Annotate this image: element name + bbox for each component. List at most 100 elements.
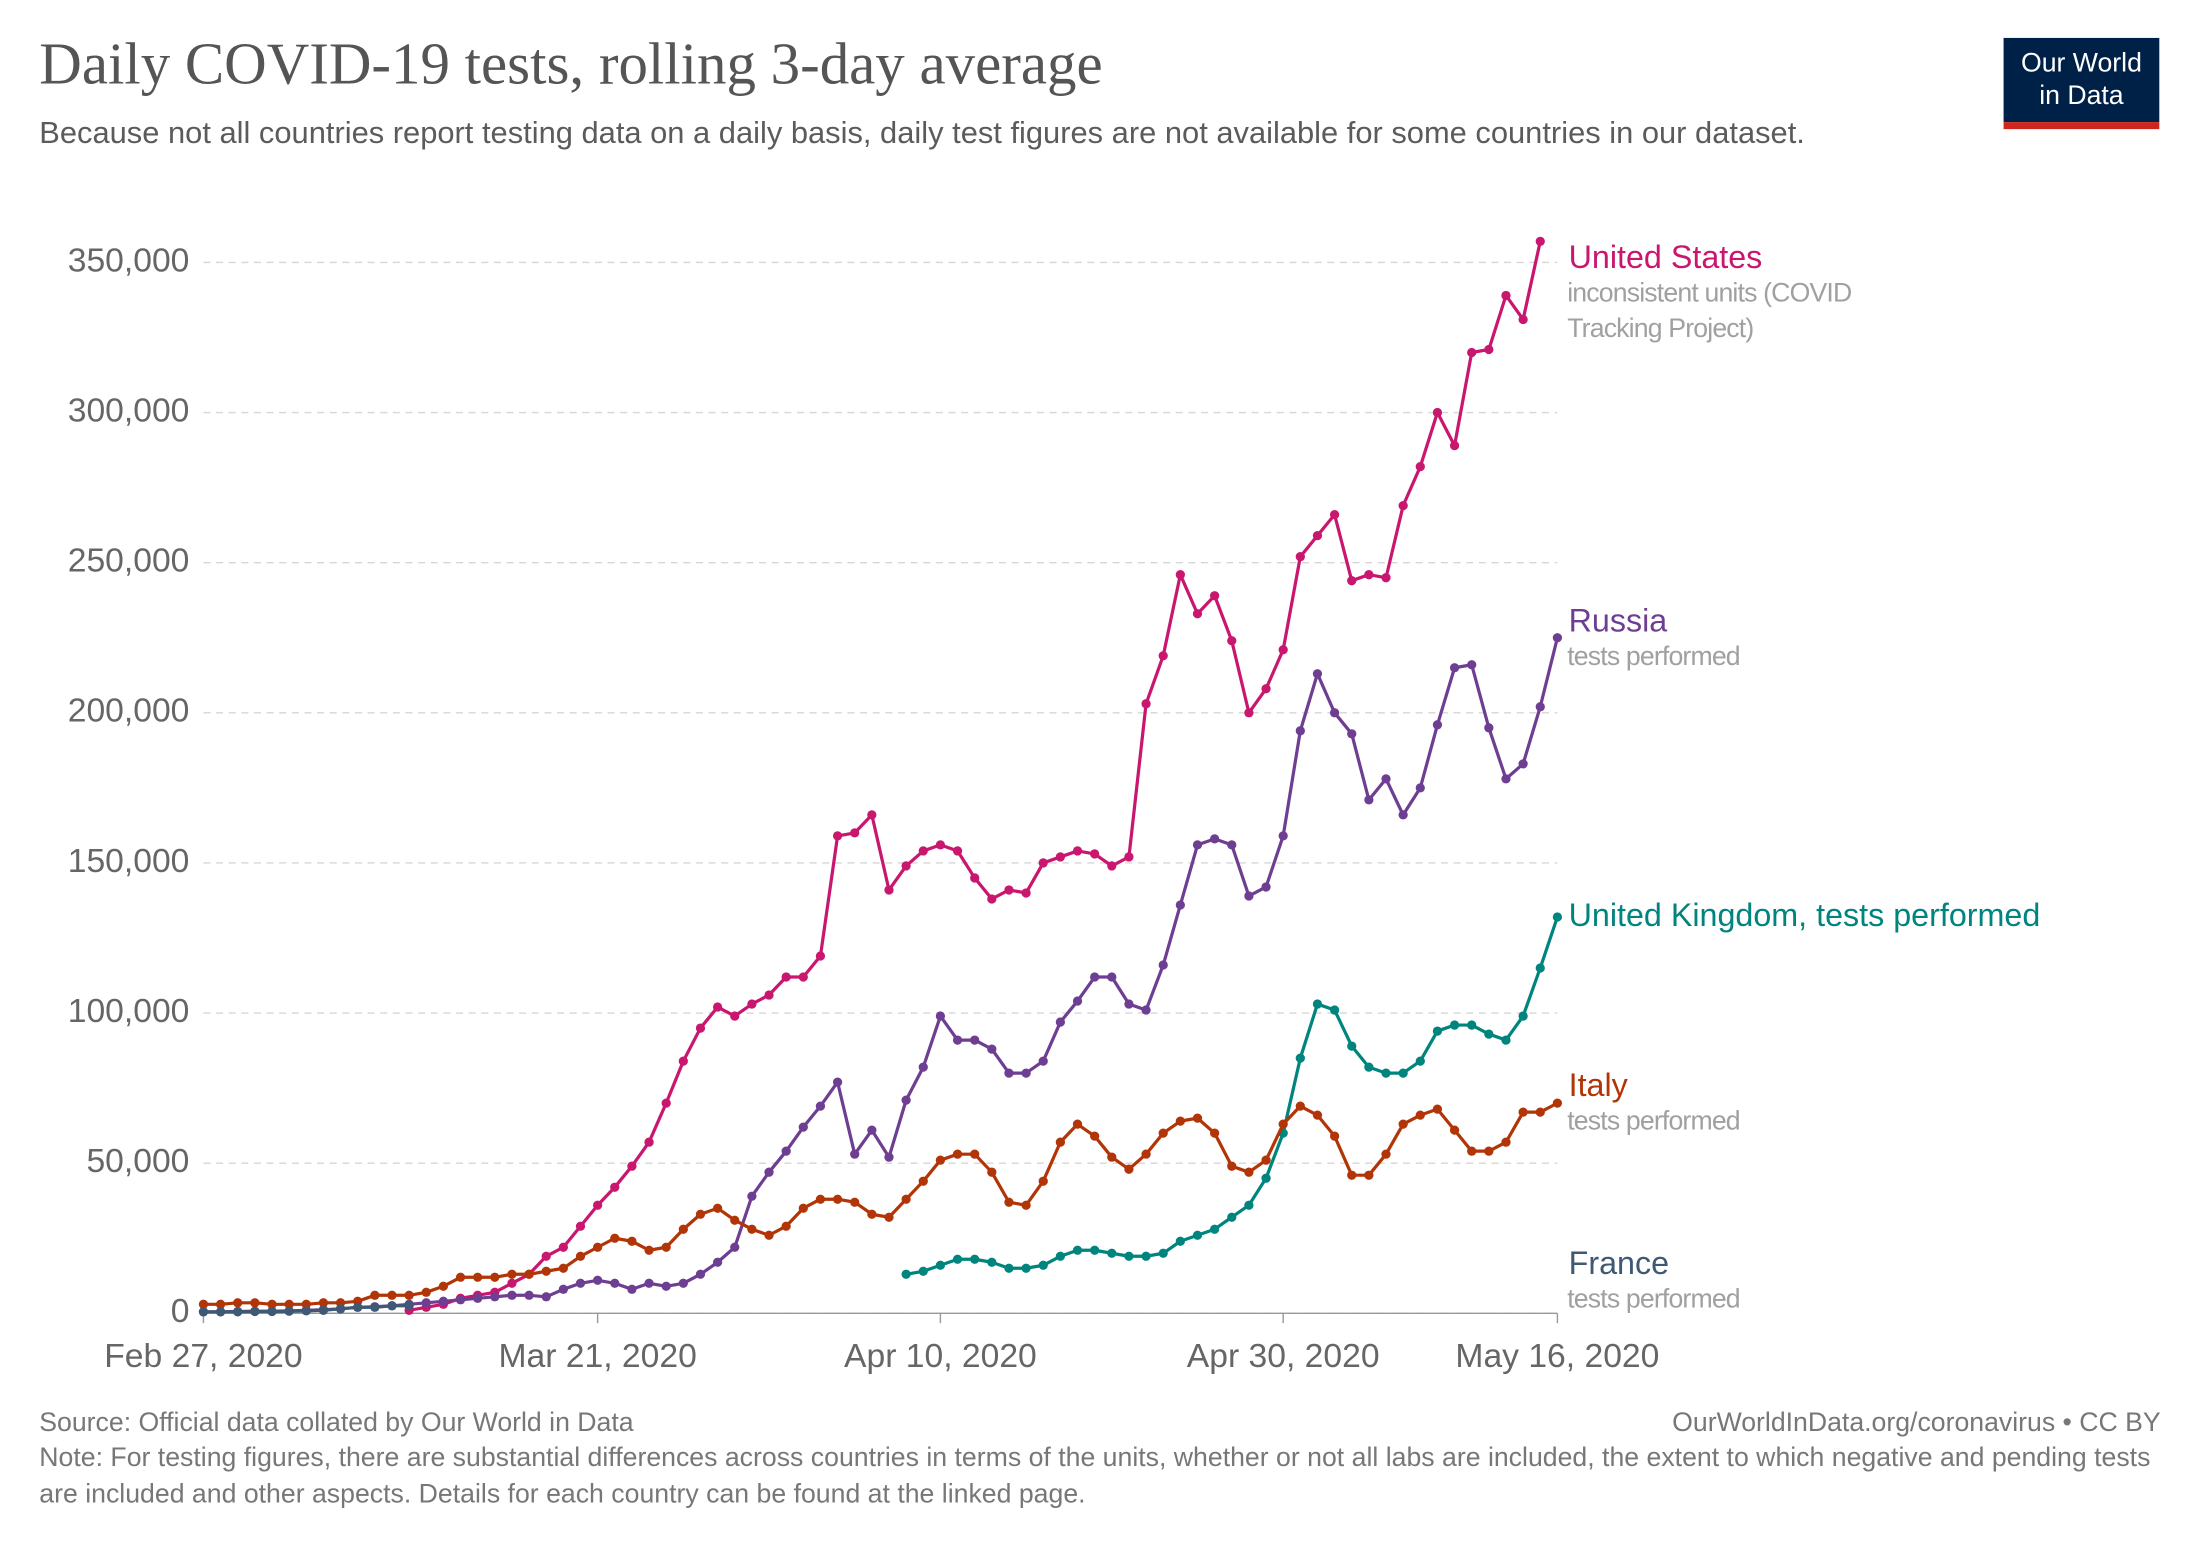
data-point xyxy=(1004,1068,1014,1078)
data-point xyxy=(1312,531,1323,541)
data-point xyxy=(575,1251,586,1261)
data-point xyxy=(1141,1251,1151,1261)
data-point xyxy=(1141,699,1151,709)
data-point xyxy=(1055,1137,1066,1147)
data-point xyxy=(421,1298,431,1308)
data-point xyxy=(1347,576,1357,586)
data-point xyxy=(1175,1116,1185,1126)
data-point xyxy=(1055,852,1066,862)
data-point xyxy=(730,1215,740,1225)
data-point xyxy=(1124,999,1134,1009)
data-point xyxy=(575,1221,586,1231)
data-point xyxy=(1107,972,1117,982)
logo: Our World in Data xyxy=(2003,37,2160,130)
data-point xyxy=(1312,669,1323,679)
data-point xyxy=(884,1152,894,1162)
data-point xyxy=(1552,633,1563,643)
data-point xyxy=(524,1290,534,1300)
data-point xyxy=(284,1299,294,1309)
data-point xyxy=(421,1287,431,1297)
series xyxy=(198,1301,414,1317)
data-point xyxy=(798,1122,808,1132)
series xyxy=(901,912,1563,1279)
data-point xyxy=(661,1281,671,1291)
data-point xyxy=(1535,236,1545,247)
data-point xyxy=(695,1023,706,1033)
data-point xyxy=(284,1306,294,1316)
data-point xyxy=(1021,1200,1031,1210)
y-tick-label: 100,000 xyxy=(68,993,190,1030)
data-point xyxy=(1295,726,1305,736)
legend-label: Italy xyxy=(1569,1067,1629,1103)
data-point xyxy=(695,1209,706,1219)
data-point xyxy=(1004,1263,1014,1273)
data-point xyxy=(1072,996,1083,1006)
x-tick-label: Mar 21, 2020 xyxy=(498,1338,696,1375)
data-point xyxy=(901,1194,911,1204)
data-point xyxy=(747,999,757,1009)
data-point xyxy=(678,1056,688,1066)
data-point xyxy=(250,1306,260,1317)
data-point xyxy=(1484,1029,1494,1039)
data-point xyxy=(747,1191,757,1201)
data-point xyxy=(1501,774,1511,784)
data-point xyxy=(541,1292,551,1302)
data-point xyxy=(404,1301,414,1311)
data-point xyxy=(1158,651,1168,661)
legend-annotation: inconsistent units (COVID Tracking Proje… xyxy=(1567,279,1852,344)
data-point xyxy=(952,1035,963,1045)
data-point xyxy=(1295,552,1305,562)
data-point xyxy=(1432,1104,1443,1114)
data-point xyxy=(1415,1110,1425,1120)
data-point xyxy=(1090,972,1100,982)
data-point xyxy=(1449,1125,1460,1135)
x-tick-label: Apr 10, 2020 xyxy=(844,1338,1037,1375)
data-point xyxy=(1141,1005,1151,1015)
data-point xyxy=(712,1002,723,1012)
data-point xyxy=(1278,1119,1288,1129)
data-point xyxy=(1381,774,1391,784)
data-point xyxy=(1329,510,1340,520)
data-point xyxy=(1398,1068,1408,1078)
data-point xyxy=(1467,1020,1477,1030)
data-point xyxy=(747,1224,757,1234)
data-point xyxy=(1227,1161,1237,1171)
data-point xyxy=(781,1221,791,1231)
data-point xyxy=(1175,570,1185,580)
data-point xyxy=(370,1290,380,1300)
data-point xyxy=(678,1224,688,1234)
data-point xyxy=(832,1194,843,1204)
data-point xyxy=(1312,999,1323,1009)
data-point xyxy=(370,1302,380,1312)
data-point xyxy=(918,1062,928,1072)
data-point xyxy=(1124,852,1134,862)
data-point xyxy=(558,1263,568,1273)
data-point xyxy=(490,1292,500,1302)
data-point xyxy=(215,1307,226,1317)
legend-label: France xyxy=(1569,1245,1669,1281)
data-point xyxy=(301,1306,311,1316)
data-point xyxy=(952,1254,963,1264)
data-point xyxy=(970,1254,980,1264)
data-point xyxy=(1364,795,1374,805)
x-tick-label: Feb 27, 2020 xyxy=(104,1338,302,1375)
y-tick-label: 150,000 xyxy=(68,843,190,880)
data-point xyxy=(1381,1149,1391,1159)
data-point xyxy=(1021,1068,1031,1078)
data-point xyxy=(1107,861,1117,871)
note-box: Note: For testing figures, there are sub… xyxy=(39,1444,2150,1510)
data-point xyxy=(1004,1197,1014,1207)
data-point xyxy=(1158,1248,1168,1258)
data-point xyxy=(455,1272,466,1282)
license: OurWorldInData.org/coronavirus • CC BY xyxy=(1672,1407,2161,1437)
data-point xyxy=(781,1146,791,1156)
data-point xyxy=(1021,888,1031,898)
data-point xyxy=(1518,1011,1528,1021)
data-point xyxy=(250,1298,260,1308)
data-point xyxy=(1552,912,1563,922)
data-point xyxy=(644,1137,654,1147)
data-point xyxy=(593,1242,603,1252)
logo-bar xyxy=(2003,122,2160,130)
data-point xyxy=(1038,1176,1048,1186)
